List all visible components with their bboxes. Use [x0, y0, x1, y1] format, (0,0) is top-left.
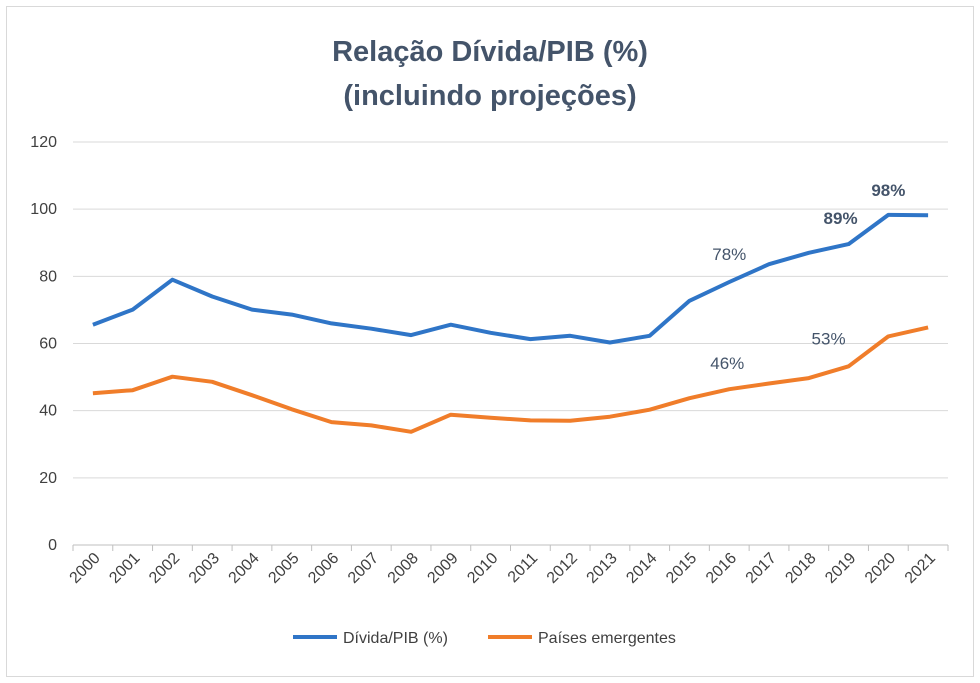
y-tick-label: 100	[30, 201, 57, 218]
x-tick-label: 2018	[782, 550, 819, 587]
x-tick-label: 2020	[862, 550, 899, 587]
x-tick-label: 2013	[584, 550, 621, 587]
x-tick-label: 2006	[305, 550, 342, 587]
chart-subtitle: (incluindo projeções)	[343, 80, 637, 112]
data-label: 78%	[712, 245, 746, 264]
chart-frame	[6, 6, 974, 677]
x-tick-label: 2003	[186, 550, 223, 587]
series-line-1	[92, 325, 929, 434]
y-tick-label: 120	[30, 134, 57, 151]
x-tick-label: 2001	[106, 550, 143, 587]
chart-title-block: Relação Dívida/PIB (%) (incluindo projeç…	[0, 30, 980, 118]
x-tick-label: 2012	[544, 550, 581, 587]
data-label: 98%	[871, 181, 905, 200]
chart-title: Relação Dívida/PIB (%)	[332, 36, 648, 68]
x-tick-label: 2021	[902, 550, 939, 587]
x-tick-label: 2004	[226, 550, 263, 587]
x-tick-label: 2008	[385, 550, 422, 587]
y-tick-label: 40	[39, 403, 57, 420]
data-label: 89%	[824, 209, 858, 228]
x-tick-label: 2009	[424, 550, 461, 587]
x-tick-label: 2010	[464, 550, 501, 587]
x-tick-label: 2014	[623, 550, 660, 587]
x-tick-label: 2011	[505, 550, 541, 586]
legend-label-1: Países emergentes	[538, 630, 676, 647]
y-tick-label: 60	[39, 336, 57, 353]
x-tick-label: 2000	[67, 550, 104, 587]
data-label: 53%	[812, 329, 846, 348]
x-tick-label: 2016	[703, 550, 740, 587]
data-label: 46%	[710, 354, 744, 373]
x-tick-label: 2002	[146, 550, 183, 587]
series-line-0	[92, 212, 929, 345]
y-tick-label: 80	[39, 268, 57, 285]
x-tick-label: 2019	[822, 550, 859, 587]
x-tick-label: 2017	[743, 550, 780, 587]
y-tick-label: 0	[48, 537, 57, 554]
x-tick-label: 2015	[663, 550, 700, 587]
y-tick-label: 20	[39, 470, 57, 487]
legend-label-0: Dívida/PIB (%)	[343, 630, 448, 647]
x-tick-label: 2005	[265, 550, 302, 587]
x-tick-label: 2007	[345, 550, 382, 587]
